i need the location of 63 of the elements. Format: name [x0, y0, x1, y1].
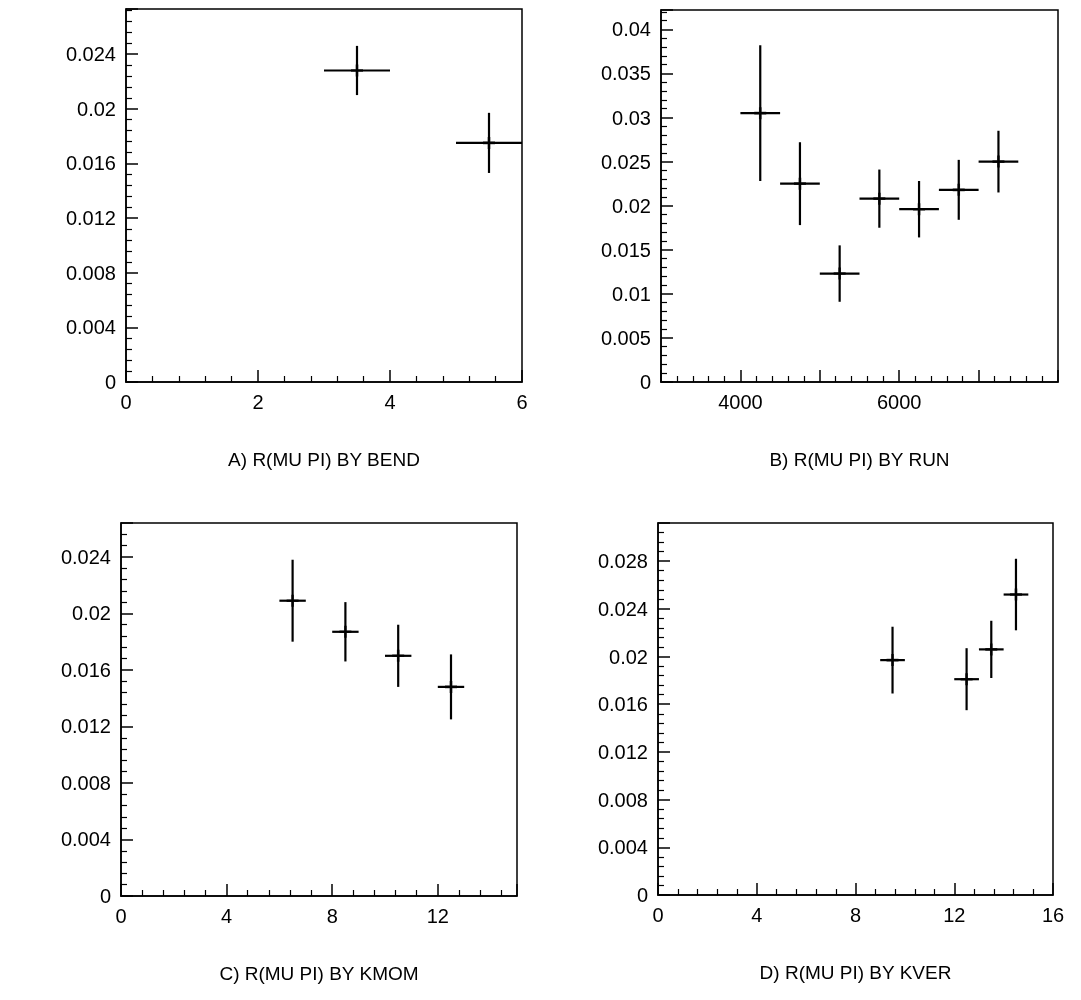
y-tick-label: 0.012	[60, 715, 111, 738]
y-tick-label: 0	[99, 885, 111, 907]
y-tick-label: 0	[104, 371, 116, 393]
point	[390, 648, 406, 664]
x-axis-title: B) R(MU PI) BY RUN	[769, 449, 950, 470]
point	[792, 176, 808, 191]
y-tick-label: 0.02	[77, 97, 116, 120]
point	[983, 642, 999, 657]
y-tick-label: 0.012	[65, 207, 116, 230]
point	[959, 671, 974, 687]
y-tick-label: 0.02	[72, 602, 111, 625]
y-tick-label: 0.035	[600, 62, 651, 85]
y-tick-label: 0.02	[609, 645, 648, 668]
y-tick-label: 0.008	[60, 771, 111, 794]
x-tick-label: 4	[384, 391, 396, 413]
x-tick-label: 0	[120, 391, 132, 413]
x-axis-title: D) R(MU PI) BY KVER	[759, 962, 952, 983]
y-tick-label: 0.02	[612, 194, 651, 217]
x-tick-label: 12	[426, 905, 449, 927]
x-tick-label: 8	[849, 904, 862, 926]
y-tick-label: 0.024	[60, 545, 111, 568]
x-tick-label: 4000	[718, 391, 763, 413]
y-tick-label: 0.016	[65, 152, 116, 175]
y-tick-label: 0.016	[60, 658, 111, 681]
x-tick-label: 6	[516, 391, 528, 413]
point	[991, 154, 1006, 169]
x-tick-label: 4	[221, 905, 233, 927]
y-tick-label: 0.015	[600, 238, 651, 261]
y-tick-label: 0.024	[65, 43, 116, 66]
point	[443, 679, 459, 695]
y-tick-label: 0	[639, 371, 651, 393]
point	[911, 201, 927, 217]
x-axis-title: A) R(MU PI) BY BEND	[228, 449, 420, 470]
point	[285, 593, 300, 609]
y-tick-label: 0.005	[600, 326, 651, 349]
y-tick-label: 0.024	[597, 597, 648, 620]
x-tick-label: 6000	[876, 391, 922, 413]
y-tick-label: 0.025	[600, 150, 651, 173]
point	[752, 105, 768, 121]
point	[872, 191, 887, 206]
y-tick-label: 0.01	[612, 282, 651, 305]
x-tick-label: 12	[943, 904, 966, 926]
y-tick-label: 0.04	[612, 18, 651, 41]
y-tick-label: 0	[636, 884, 648, 906]
point	[832, 266, 847, 281]
y-tick-label: 0.008	[65, 261, 116, 284]
x-axis-title: C) R(MU PI) BY KMOM	[219, 963, 419, 984]
y-tick-label: 0.012	[597, 740, 648, 763]
x-tick-label: 8	[326, 905, 338, 927]
point	[1008, 587, 1024, 602]
point	[885, 652, 900, 668]
y-tick-label: 0.03	[612, 106, 651, 129]
y-tick-label: 0.016	[597, 693, 648, 716]
y-tick-label: 0.004	[65, 316, 116, 339]
x-tick-label: 16	[1041, 904, 1065, 926]
point	[951, 182, 967, 198]
point	[338, 624, 353, 640]
y-tick-label: 0.004	[597, 836, 648, 859]
y-tick-label: 0.028	[597, 550, 648, 573]
y-tick-label: 0.004	[60, 828, 111, 851]
x-tick-label: 4	[751, 904, 763, 926]
x-tick-label: 2	[252, 391, 264, 413]
y-tick-label: 0.008	[597, 788, 648, 811]
